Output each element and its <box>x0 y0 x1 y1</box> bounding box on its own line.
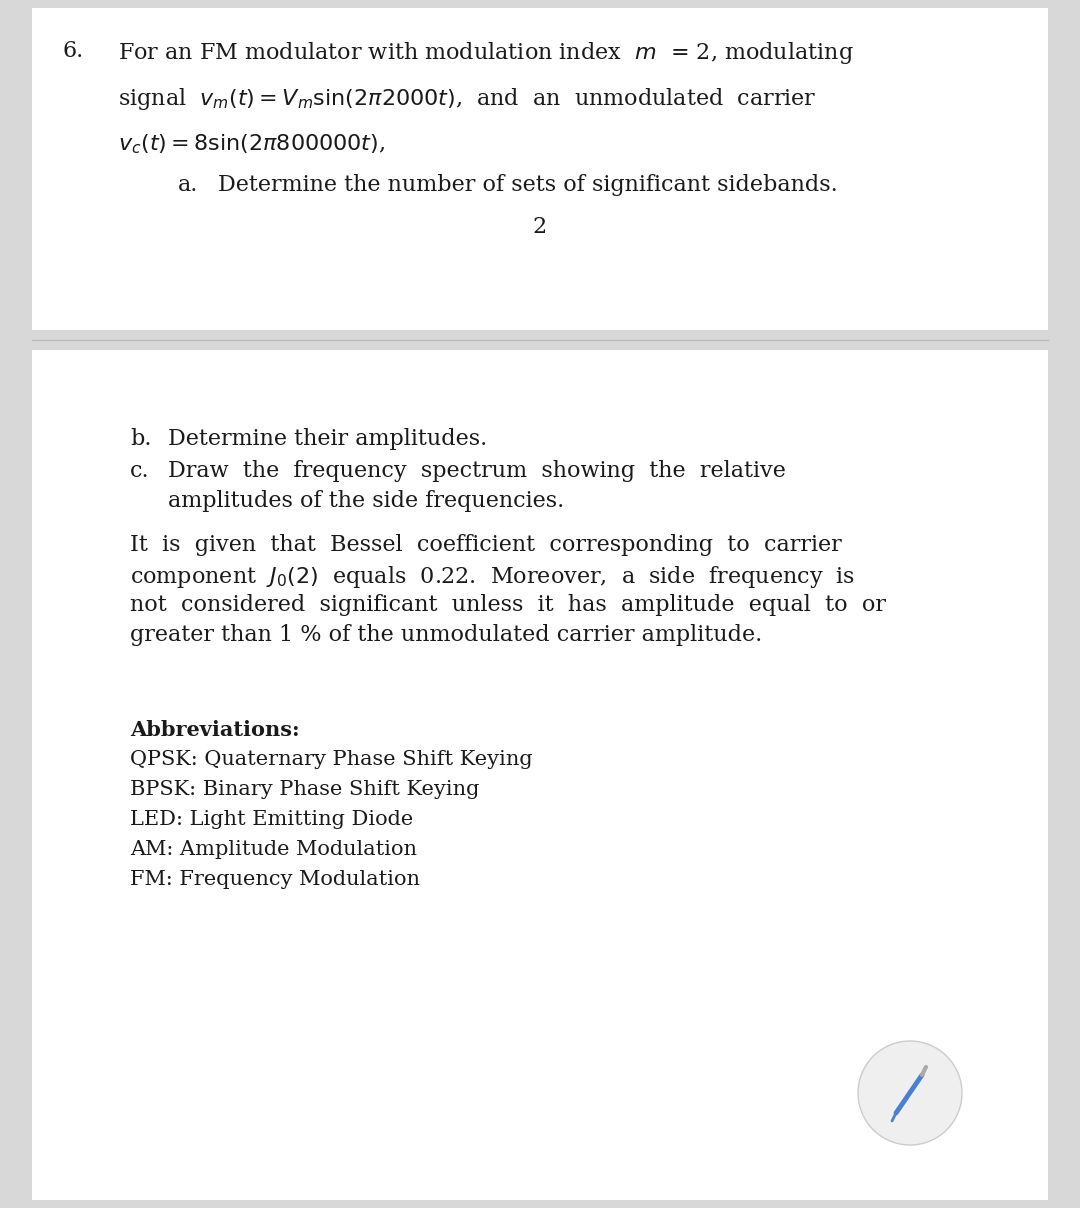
Text: 2: 2 <box>532 216 548 238</box>
Text: not  considered  significant  unless  it  has  amplitude  equal  to  or: not considered significant unless it has… <box>130 594 886 616</box>
Text: Abbreviations:: Abbreviations: <box>130 720 299 741</box>
Text: Determine the number of sets of significant sidebands.: Determine the number of sets of signific… <box>218 174 838 196</box>
Text: It  is  given  that  Bessel  coefficient  corresponding  to  carrier: It is given that Bessel coefficient corr… <box>130 534 841 556</box>
Text: c.: c. <box>130 460 150 482</box>
Text: Draw  the  frequency  spectrum  showing  the  relative: Draw the frequency spectrum showing the … <box>168 460 786 482</box>
Text: $v_c(t) = 8\sin(2\pi 800000t)$,: $v_c(t) = 8\sin(2\pi 800000t)$, <box>118 132 386 156</box>
FancyBboxPatch shape <box>32 350 1048 1200</box>
Text: a.: a. <box>178 174 199 196</box>
Text: amplitudes of the side frequencies.: amplitudes of the side frequencies. <box>168 490 564 512</box>
Text: LED: Light Emitting Diode: LED: Light Emitting Diode <box>130 811 414 829</box>
Text: AM: Amplitude Modulation: AM: Amplitude Modulation <box>130 840 417 859</box>
FancyBboxPatch shape <box>32 8 1048 330</box>
Text: b.: b. <box>130 428 151 451</box>
Text: FM: Frequency Modulation: FM: Frequency Modulation <box>130 870 420 889</box>
Circle shape <box>858 1041 962 1145</box>
Text: BPSK: Binary Phase Shift Keying: BPSK: Binary Phase Shift Keying <box>130 780 480 798</box>
Text: QPSK: Quaternary Phase Shift Keying: QPSK: Quaternary Phase Shift Keying <box>130 750 532 769</box>
Text: Determine their amplitudes.: Determine their amplitudes. <box>168 428 487 451</box>
Text: 6.: 6. <box>62 40 83 62</box>
Text: signal  $v_m(t) = V_m \sin(2\pi 2000t)$,  and  an  unmodulated  carrier: signal $v_m(t) = V_m \sin(2\pi 2000t)$, … <box>118 86 816 112</box>
Text: greater than 1 % of the unmodulated carrier amplitude.: greater than 1 % of the unmodulated carr… <box>130 625 762 646</box>
Text: For an FM modulator with modulation index  $m$  = 2, modulating: For an FM modulator with modulation inde… <box>118 40 853 66</box>
Text: component  $J_0(2)$  equals  0.22.  Moreover,  a  side  frequency  is: component $J_0(2)$ equals 0.22. Moreover… <box>130 564 855 590</box>
